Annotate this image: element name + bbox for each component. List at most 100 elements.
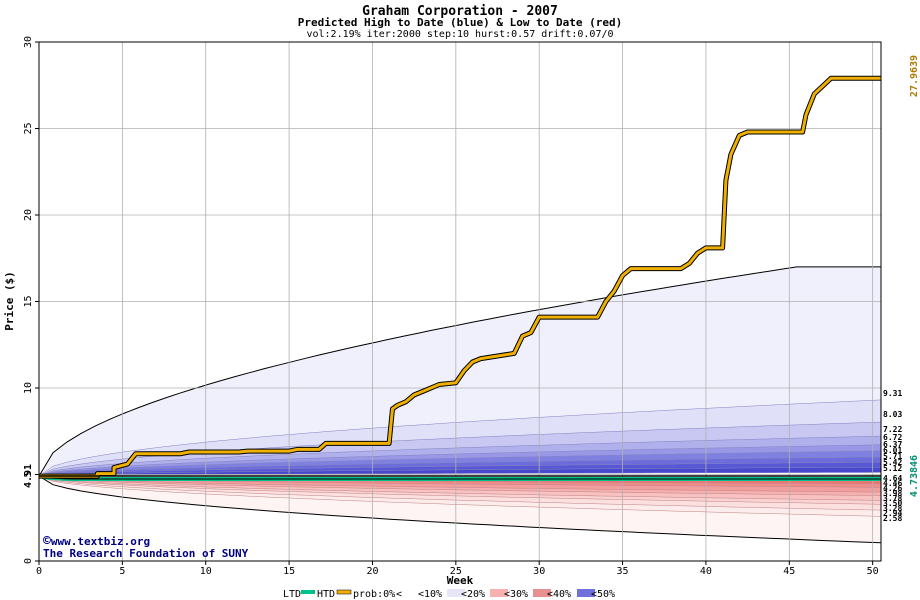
band-end-label-low-3: 3.98 — [883, 489, 902, 498]
high-band-edge-4 — [38, 444, 882, 477]
high-band-4 — [39, 444, 881, 477]
x-tick-label-15: 15 — [283, 566, 295, 577]
legend-item-label-2: <30% — [504, 589, 528, 600]
x-tick-label-10: 10 — [200, 566, 212, 577]
y-tick-label-5: 5 — [23, 471, 34, 477]
band-end-label-high-7: 5.42 — [883, 458, 902, 467]
low-band-3 — [39, 476, 881, 496]
y-tick-label-25: 25 — [23, 122, 34, 134]
series-lines — [38, 75, 881, 481]
actual-low-label: 4.73846 — [909, 455, 920, 497]
actual-high-label: 27.9639 — [909, 55, 920, 97]
legend-prob-lt: < — [396, 589, 402, 600]
band-end-label-high-4: 6.37 — [883, 440, 902, 449]
high-band-edge-7 — [38, 461, 882, 477]
legend-htd-label: HTD — [317, 589, 335, 600]
x-tick-label-30: 30 — [533, 566, 545, 577]
high-band-3 — [39, 436, 881, 477]
legend: LTD HTD prob:0% < <10% <20% <30% <40% <50% — [283, 589, 615, 600]
x-tick-label-50: 50 — [867, 566, 879, 577]
chart-title: Graham Corporation - 2007 — [362, 4, 558, 19]
band-end-label-low-5: 3.50 — [883, 499, 902, 508]
low-band-edge-7 — [38, 475, 882, 511]
low-band-8 — [39, 476, 881, 543]
high-band-7 — [39, 462, 881, 477]
low-band-edge-8 — [38, 475, 882, 517]
band-end-label-low-4: 3.78 — [883, 494, 902, 503]
high-outer-line — [38, 266, 881, 477]
legend-ltd-swatch — [301, 590, 315, 594]
x-axis: 0 5 10 15 20 25 30 35 40 45 50 — [36, 561, 879, 577]
low-band-edge-5 — [38, 475, 882, 501]
band-end-labels: 9.31 8.03 7.226.726.376.015.715.425.124.64… — [883, 389, 902, 523]
y-tick-label-10: 10 — [23, 382, 34, 394]
chart-params: vol:2.19% iter:2000 step:10 hurst:0.57 d… — [306, 29, 613, 40]
y-tick-label-30: 30 — [23, 36, 34, 48]
x-tick-label-45: 45 — [783, 566, 795, 577]
legend-swatch-3 — [533, 589, 551, 597]
x-tick-label-20: 20 — [366, 566, 378, 577]
legend-item-label-0: <10% — [418, 589, 442, 600]
legend-swatch-4 — [577, 589, 595, 597]
high-band-edge-3 — [38, 435, 882, 477]
band-end-label-low-0: 4.64 — [883, 474, 902, 483]
legend-items: <10% <20% <30% <40% <50% — [404, 589, 615, 600]
start-value-label: 4.91 — [23, 464, 34, 488]
high-band-2 — [39, 422, 881, 477]
band-end-label-high-3: 6.72 — [883, 433, 902, 442]
band-end-label-low-1: 4.46 — [883, 479, 902, 488]
x-tick-label-35: 35 — [617, 566, 629, 577]
band-end-label-low-8: 2.58 — [883, 514, 902, 523]
low-band-6 — [39, 476, 881, 511]
y-tick-label-0: 0 — [23, 558, 34, 564]
x-tick-label-0: 0 — [36, 566, 42, 577]
y-axis-label: Price ($) — [3, 271, 16, 331]
x-tick-label-25: 25 — [450, 566, 462, 577]
band-end-label-high-8: 5.12 — [883, 464, 902, 473]
legend-ltd-label: LTD — [283, 589, 301, 600]
low-band-7 — [39, 476, 881, 517]
high-band-8 — [39, 467, 881, 477]
low-band-edge-3 — [38, 475, 882, 493]
band-end-label-high-2: 7.22 — [883, 425, 902, 434]
legend-item-label-4: <50% — [591, 589, 615, 600]
y-tick-label-15: 15 — [23, 295, 34, 307]
legend-item-label-1: <20% — [461, 589, 485, 600]
chart-subtitle: Predicted High to Date (blue) & Low to D… — [298, 16, 623, 29]
high-band-6 — [39, 457, 881, 477]
credit: ©www.textbiz.org The Research Foundation… — [43, 534, 249, 560]
legend-htd-swatch — [336, 589, 352, 595]
high-band-edge-5 — [38, 450, 882, 477]
plot-area — [38, 41, 882, 562]
band-end-label-low-6: 3.28 — [883, 504, 902, 513]
band-end-label-high-5: 6.01 — [883, 446, 902, 455]
high-band-edge-8 — [38, 466, 882, 477]
low-band-edge-6 — [38, 475, 882, 505]
legend-swatch-0 — [404, 589, 422, 597]
high-band-edge-6 — [38, 456, 882, 477]
x-tick-label-5: 5 — [119, 566, 125, 577]
legend-swatch-2 — [490, 589, 508, 597]
y-axis: 0 5 10 15 20 25 30 — [23, 36, 39, 564]
high-band-edge-1 — [38, 399, 882, 477]
high-band-1 — [39, 399, 881, 477]
high-band-5 — [39, 450, 881, 477]
x-tick-label-40: 40 — [700, 566, 712, 577]
low-band-edge-4 — [38, 475, 882, 496]
high-band-0 — [39, 266, 881, 477]
band-end-label-low-7: 2.94 — [883, 509, 902, 518]
credit-org: The Research Foundation of SUNY — [43, 547, 249, 560]
band-end-label-low-2: 4.26 — [883, 484, 902, 493]
band-end-label-high-1: 8.03 — [883, 410, 902, 419]
low-band-4 — [39, 476, 881, 501]
x-axis-label: Week — [447, 574, 474, 587]
copyright-icon: © — [43, 534, 51, 549]
band-end-label-high-6: 5.71 — [883, 452, 902, 461]
credit-site-text: www.textbiz.org — [51, 535, 150, 548]
band-end-label-high-0: 9.31 — [883, 389, 902, 398]
low-outer-line — [38, 475, 882, 544]
legend-item-label-3: <40% — [547, 589, 571, 600]
legend-prob-label: prob:0% — [353, 589, 395, 600]
legend-swatch-1 — [447, 589, 465, 597]
